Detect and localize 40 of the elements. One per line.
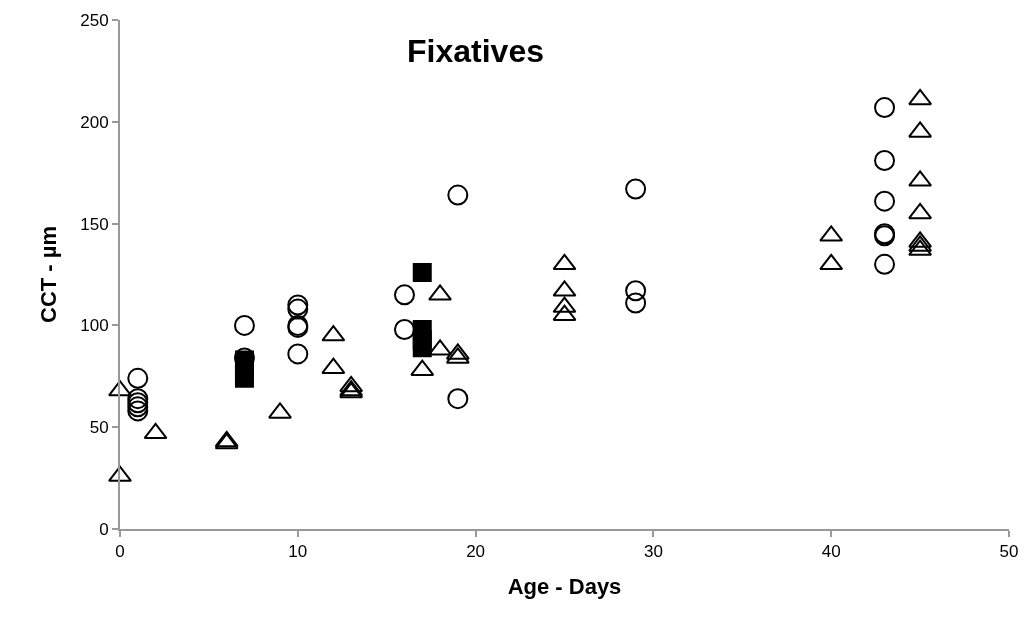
point [108,380,132,397]
y-tick-label: 50 [89,418,109,438]
point [908,88,933,106]
point [143,422,168,440]
point [625,280,647,302]
point [908,202,933,220]
x-tick-label: 30 [643,542,663,562]
point [287,343,309,365]
point [393,284,415,306]
x-tick-label: 10 [288,542,308,562]
point [393,318,415,340]
point [874,97,896,119]
point [625,178,647,200]
point [552,253,577,271]
point [268,402,292,419]
x-tick-label: 50 [999,542,1019,562]
point [874,190,896,212]
y-tick-label: 200 [80,112,109,132]
chart-title: Fixatives [407,33,544,69]
x-axis-title: Age - Days [507,573,622,599]
point [874,253,896,275]
x-tick-label: 40 [821,542,841,562]
point [874,149,896,171]
y-tick-label: 250 [80,10,109,30]
point [339,375,364,393]
y-tick-label: 100 [80,316,109,336]
point [447,388,469,410]
x-tick-label: 0 [115,542,125,562]
y-axis-title: CCT - µm [35,225,61,324]
point [233,314,255,336]
y-tick-label: 0 [99,519,109,539]
point [412,319,432,339]
point [108,465,132,482]
y-tick-label: 150 [80,214,109,234]
point [819,253,844,271]
point [447,184,469,206]
x-tick-label: 20 [466,542,486,562]
point [625,292,647,314]
point [127,367,149,389]
point [412,262,432,282]
